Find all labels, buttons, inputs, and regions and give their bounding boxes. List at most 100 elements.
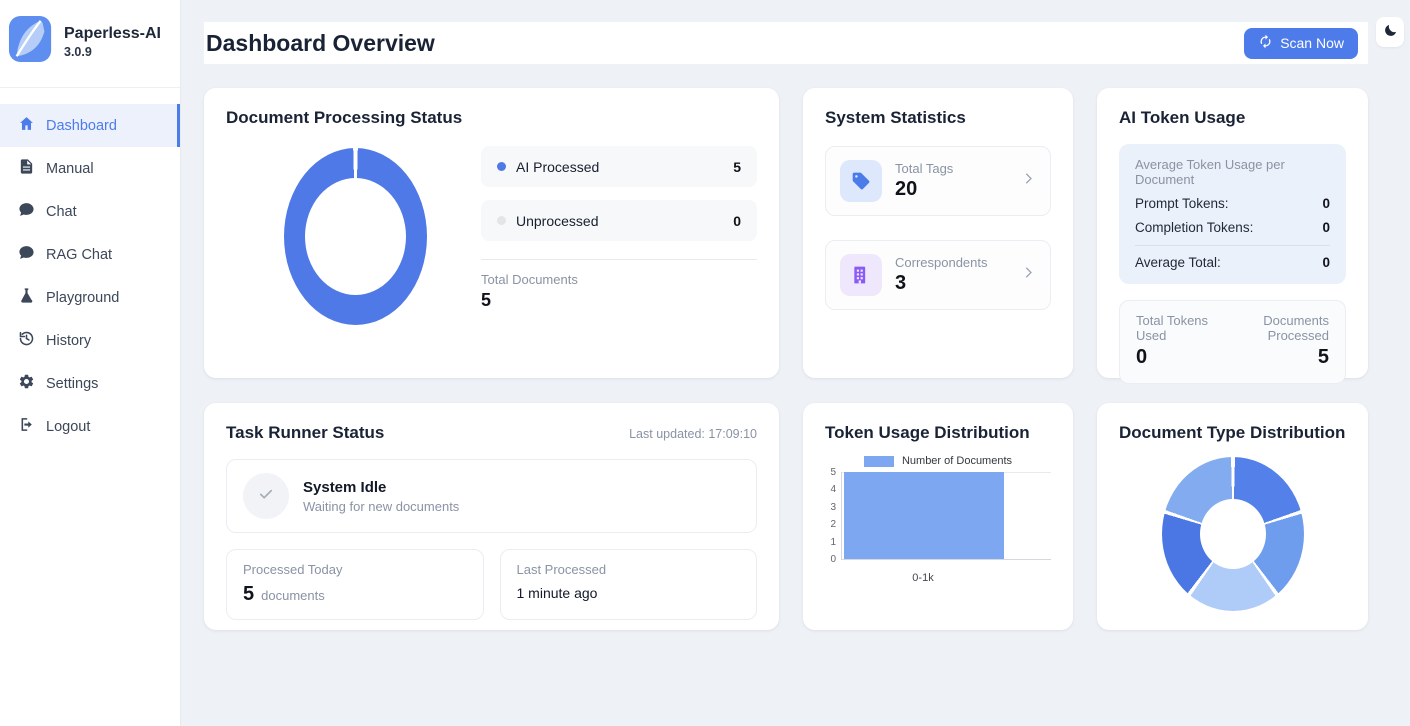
plot-area bbox=[841, 472, 1051, 560]
stat-text: Total Tags 20 bbox=[895, 161, 953, 201]
legend-item-unprocessed: Unprocessed 0 bbox=[481, 200, 757, 241]
card-title: Task Runner Status bbox=[226, 423, 385, 442]
kv-label: Completion Tokens: bbox=[1135, 220, 1254, 235]
app-logo-row: Paperless-AI 3.0.9 bbox=[0, 0, 180, 88]
completion-tokens-row: Completion Tokens: 0 bbox=[1135, 220, 1330, 235]
chart-legend: Number of Documents bbox=[825, 455, 1051, 467]
legend-value: 0 bbox=[733, 212, 741, 229]
legend-swatch bbox=[863, 455, 894, 467]
cards-row-2: Task Runner Status Last updated: 17:09:1… bbox=[204, 403, 1368, 630]
legend-label: Unprocessed bbox=[516, 212, 599, 229]
sidebar-item-label: Manual bbox=[46, 160, 94, 177]
system-status-box: System Idle Waiting for new documents bbox=[226, 459, 757, 533]
sidebar-item-chat[interactable]: Chat bbox=[0, 190, 180, 233]
card-title: AI Token Usage bbox=[1119, 108, 1246, 127]
card-title: Document Processing Status bbox=[226, 108, 463, 127]
sidebar-item-label: RAG Chat bbox=[46, 246, 113, 263]
check-circle bbox=[243, 473, 289, 519]
legend-value: 5 bbox=[733, 158, 741, 175]
divider bbox=[1135, 245, 1330, 246]
chevron-right-icon bbox=[1021, 265, 1036, 285]
y-tick: 1 bbox=[830, 536, 836, 548]
token-distribution-chart: Number of Documents 5 4 3 2 1 0 bbox=[825, 455, 1051, 584]
app-version: 3.0.9 bbox=[64, 44, 92, 59]
sidebar-item-label: Chat bbox=[46, 203, 77, 220]
sidebar-item-label: Logout bbox=[46, 418, 91, 435]
sidebar-item-dashboard[interactable]: Dashboard bbox=[0, 104, 180, 147]
doc-processing-body: AI Processed 5 Unprocessed 0 Total Docum… bbox=[226, 146, 757, 325]
kv-label: Average Total: bbox=[1135, 255, 1221, 270]
processed-today-value: 5 bbox=[243, 583, 255, 605]
card-task-runner-status: Task Runner Status Last updated: 17:09:1… bbox=[204, 403, 779, 630]
chevron-right-icon bbox=[1021, 171, 1036, 191]
processed-today-box: Processed Today 5 documents bbox=[226, 549, 484, 620]
card-token-usage-distribution: Token Usage Distribution Number of Docum… bbox=[803, 403, 1073, 630]
status-text: System Idle Waiting for new documents bbox=[303, 479, 459, 514]
task-runner-header: Task Runner Status Last updated: 17:09:1… bbox=[226, 423, 757, 443]
tag-icon bbox=[840, 160, 882, 202]
average-token-panel: Average Token Usage per Document Prompt … bbox=[1119, 144, 1346, 284]
legend-dot bbox=[497, 216, 506, 225]
legend-item-ai-processed: AI Processed 5 bbox=[481, 146, 757, 187]
document-icon bbox=[18, 158, 35, 179]
sidebar: Paperless-AI 3.0.9 Dashboard Manual Chat… bbox=[0, 0, 181, 726]
stat-correspondents[interactable]: Correspondents 3 bbox=[825, 240, 1051, 310]
sidebar-item-history[interactable]: History bbox=[0, 319, 180, 362]
logout-icon bbox=[18, 416, 35, 437]
average-total-row: Average Total: 0 bbox=[1135, 255, 1330, 270]
card-document-processing-status: Document Processing Status AI Processed … bbox=[204, 88, 779, 378]
card-document-type-distribution: Document Type Distribution bbox=[1097, 403, 1368, 630]
totals-label: Total Tokens Used bbox=[1136, 313, 1209, 343]
totals-label: Documents Processed bbox=[1263, 313, 1329, 343]
legend-dot bbox=[497, 162, 506, 171]
refresh-icon bbox=[1258, 34, 1273, 52]
total-tokens-used: Total Tokens Used 0 bbox=[1136, 313, 1222, 369]
flask-icon bbox=[18, 287, 35, 308]
y-tick: 4 bbox=[830, 484, 836, 496]
prompt-tokens-row: Prompt Tokens: 0 bbox=[1135, 196, 1330, 211]
totals-value: 5 bbox=[1317, 346, 1329, 368]
sidebar-item-logout[interactable]: Logout bbox=[0, 405, 180, 448]
app-name: Paperless-AI bbox=[64, 24, 161, 42]
sidebar-item-settings[interactable]: Settings bbox=[0, 362, 180, 405]
paperless-ai-logo-icon bbox=[8, 14, 54, 69]
stat-text: Correspondents 3 bbox=[895, 255, 988, 295]
header-bar: Dashboard Overview Scan Now bbox=[204, 22, 1368, 64]
y-tick: 3 bbox=[830, 501, 836, 513]
last-processed-label: Last Processed bbox=[516, 562, 607, 577]
page-title: Dashboard Overview bbox=[206, 29, 435, 56]
bar-plot: 5 4 3 2 1 0 bbox=[825, 467, 1051, 565]
sidebar-item-manual[interactable]: Manual bbox=[0, 147, 180, 190]
sidebar-nav: Dashboard Manual Chat RAG Chat Playgroun… bbox=[0, 88, 180, 448]
last-updated-label: Last updated: 17:09:10 bbox=[629, 427, 757, 441]
processing-legend: AI Processed 5 Unprocessed 0 Total Docum… bbox=[481, 146, 757, 325]
processed-today-valrow: 5 documents bbox=[243, 583, 467, 606]
stat-total-tags[interactable]: Total Tags 20 bbox=[825, 146, 1051, 216]
sidebar-item-playground[interactable]: Playground bbox=[0, 276, 180, 319]
scan-now-button[interactable]: Scan Now bbox=[1244, 27, 1358, 59]
card-title: Token Usage Distribution bbox=[825, 423, 1030, 442]
processed-today-unit: documents bbox=[261, 588, 325, 603]
sidebar-item-label: Dashboard bbox=[46, 117, 117, 134]
app-title-block: Paperless-AI 3.0.9 bbox=[64, 25, 161, 59]
bar-0-1k bbox=[844, 472, 1004, 559]
last-processed-value: 1 minute ago bbox=[516, 585, 598, 601]
home-icon bbox=[18, 115, 35, 136]
dark-mode-toggle[interactable] bbox=[1376, 17, 1404, 47]
processing-donut-chart bbox=[284, 148, 427, 325]
y-tick: 5 bbox=[830, 467, 836, 478]
divider bbox=[481, 259, 757, 260]
sidebar-item-rag-chat[interactable]: RAG Chat bbox=[0, 233, 180, 276]
processing-donut-wrap bbox=[284, 146, 427, 325]
main-content: Dashboard Overview Scan Now Document Pro… bbox=[181, 0, 1410, 726]
kv-value: 0 bbox=[1322, 255, 1330, 270]
documents-processed: Documents Processed 5 bbox=[1222, 313, 1329, 369]
moon-icon bbox=[1383, 23, 1398, 41]
stat-label: Total Tags bbox=[895, 161, 954, 176]
scan-now-label: Scan Now bbox=[1280, 35, 1344, 51]
kv-label: Prompt Tokens: bbox=[1135, 196, 1229, 211]
processed-today-label: Processed Today bbox=[243, 562, 343, 577]
total-documents-value: 5 bbox=[481, 290, 492, 310]
gear-icon bbox=[18, 373, 35, 394]
sidebar-item-label: Settings bbox=[46, 375, 99, 392]
